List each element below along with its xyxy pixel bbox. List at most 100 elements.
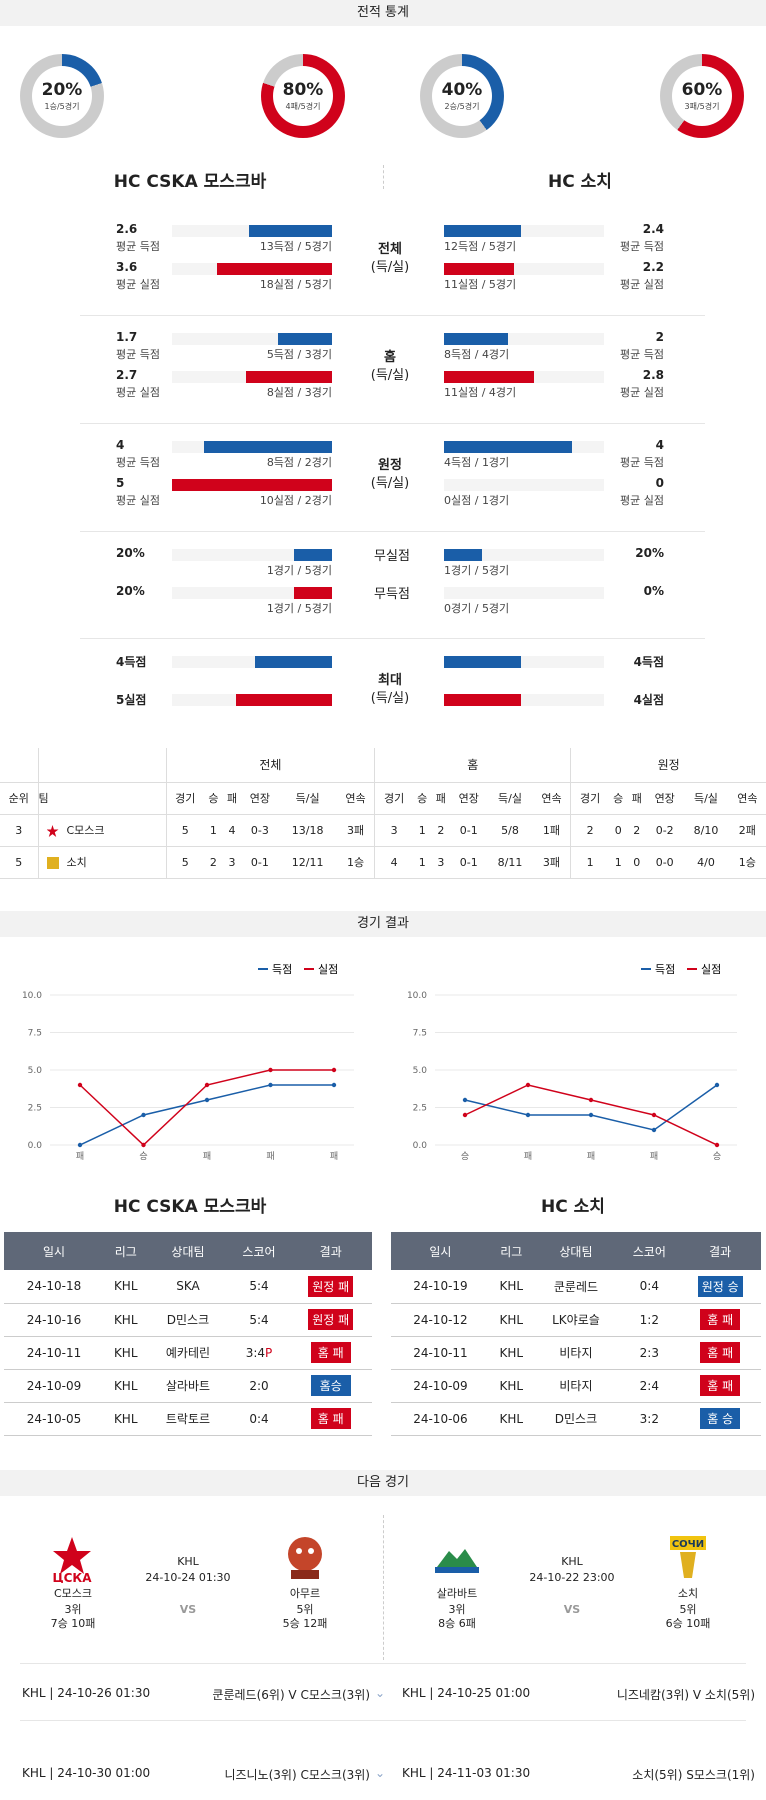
right-label: 평균 득점 [620,456,664,469]
result-cell: 원정 패 [289,1270,372,1304]
left-bar [255,656,332,668]
result-cell: 원정 승 [679,1270,761,1304]
column-header: 연장 [450,782,488,815]
date-cell: 24-10-16 [4,1303,105,1337]
date-cell: 24-10-19 [391,1270,490,1304]
column-header: 패 [431,782,451,815]
section-title: 경기 결과 [357,916,409,931]
history-right-1-match[interactable]: 니즈네캄(3위) V 소치(5위) [616,1688,755,1702]
next-m2-vs: VS [563,1603,581,1616]
next-m2-away: 소치 [677,1587,699,1600]
left-label: 평균 실점 [116,278,160,291]
score-cell: 0:4 [619,1270,680,1304]
right-bar [444,441,572,453]
chevron-down-icon[interactable]: ⌄ [375,1686,386,1700]
history-right-2-match[interactable]: 소치(5위) S모스크(1위) [632,1768,755,1782]
left-value: 2.7 [116,368,138,382]
score-cell: 2:4 [619,1369,680,1403]
league-cell: KHL [489,1303,533,1337]
history-left-1-match[interactable]: 쿤룬레드(6위) V C모스크(3위) [212,1688,370,1702]
column-header: 패 [627,782,647,815]
right-caption: 1경기 / 5경기 [444,564,510,577]
table-row: 24-10-19 KHL 쿤룬레드 0:4 원정 승 [391,1270,761,1304]
left-value: 5 [116,476,125,490]
column-header: 연속 [336,782,375,815]
table-cell: 0-1 [450,814,488,847]
history-left-2-match[interactable]: 니즈니노(3위) C모스크(3위) [224,1768,370,1782]
x-tick-label: 패 [650,1151,658,1162]
table-cell: 1 [608,846,628,879]
left-label: 평균 득점 [116,456,160,469]
column-header: 연장 [241,782,279,815]
left-bar [172,479,332,491]
left-bar [236,694,332,706]
history-left-1-meta: KHL | 24-10-26 01:30 [22,1686,151,1700]
team-name[interactable]: C모스크 [66,824,105,837]
league-cell: KHL [104,1369,148,1403]
series-line-for [79,1084,334,1146]
group-divider [80,531,705,532]
table-cell: 2 [627,814,647,847]
row-center-label: 무득점 [374,587,410,602]
right-bar [444,371,534,383]
x-tick-label: 승 [713,1151,721,1162]
right-bar [444,263,515,275]
team-name[interactable]: 소치 [66,856,87,869]
left-value: 20% [116,584,145,598]
x-tick-label: 패 [587,1151,595,1162]
donut-percent: 40% [441,80,483,100]
right-caption: 4득점 / 1경기 [444,456,510,469]
data-point [525,1082,531,1088]
league-cell: KHL [489,1369,533,1403]
group-header-all: 전체 [165,748,375,783]
group-label: 최대 [378,673,402,688]
score-cell: 2:3 [619,1336,680,1370]
league-cell: KHL [489,1336,533,1370]
next-m2-league: KHL [561,1555,583,1568]
column-header: 득/실 [683,782,729,815]
column-header: 결과 [289,1232,372,1270]
row-center-label: 무실점 [374,549,410,564]
section-title: 다음 경기 [357,1475,409,1490]
opponent-cell: 비타지 [532,1369,620,1403]
y-tick-label: 2.5 [28,1104,42,1114]
column-header: 경기 [374,782,413,815]
league-cell: KHL [104,1270,148,1304]
table-cell: 0-2 [646,814,684,847]
left-caption: 8득점 / 2경기 [266,456,332,469]
x-tick-label: 패 [330,1151,338,1162]
divider [20,1663,746,1664]
y-tick-label: 5.0 [413,1066,428,1076]
bar-track [172,549,332,561]
result-cell: 원정 패 [289,1303,372,1337]
table-row: 24-10-06 KHL D민스크 3:2 홈 승 [391,1402,761,1436]
table-cell: 1 [570,846,609,879]
table-cell: 8/11 [487,846,533,879]
right-value: 0% [643,584,664,598]
result-cell: 홈 패 [679,1369,761,1403]
column-header: 스코어 [619,1232,680,1270]
opponent-cell: 비타지 [532,1336,620,1370]
next-m2-away-record: 6승 10패 [665,1617,711,1630]
result-badge: 홈 패 [700,1375,741,1396]
opponent-cell: 쿤룬레드 [532,1270,620,1304]
table-cell: 3 [374,814,413,847]
results-section-header: 경기 결과 [0,911,766,937]
legend-against-label: 실점 [701,963,721,976]
table-cell: 0-3 [241,814,279,847]
result-badge: 홈 패 [310,1342,351,1363]
result-badge: 홈승 [310,1375,351,1396]
opponent-cell: 예카테린 [147,1336,229,1370]
chevron-down-icon[interactable]: ⌄ [375,1766,386,1780]
data-point [268,1082,273,1088]
left-results-table: 일시 리그 상대팀 스코어 결과 24-10-18 KHL SKA 5:4 원정 패 24-10-1… [4,1232,372,1436]
right-caption: 11실점 / 4경기 [444,386,517,399]
data-point [714,1142,720,1148]
result-cell: 홈 패 [679,1336,761,1370]
date-cell: 24-10-18 [4,1270,105,1304]
table-row: 24-10-16 KHL D민스크 5:4 원정 패 [4,1303,372,1337]
right-value: 2.8 [642,368,664,382]
right-team-name: HC 소치 [548,172,612,192]
left-label: 평균 득점 [116,348,160,361]
bar-track [172,587,332,599]
